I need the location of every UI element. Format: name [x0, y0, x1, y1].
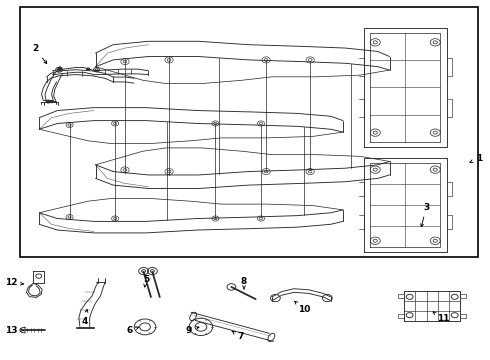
Text: 13: 13: [5, 325, 24, 335]
Text: 4: 4: [81, 310, 88, 325]
Text: 11: 11: [433, 312, 450, 323]
Text: 2: 2: [32, 44, 47, 64]
Text: 5: 5: [143, 274, 149, 287]
Bar: [20, 7, 478, 257]
Text: 10: 10: [295, 301, 310, 314]
Text: 6: 6: [127, 325, 139, 335]
Text: 3: 3: [421, 202, 429, 227]
Text: 1: 1: [470, 154, 482, 163]
Text: 7: 7: [232, 331, 244, 341]
Text: 9: 9: [185, 325, 199, 335]
Text: 8: 8: [241, 277, 247, 289]
Text: 12: 12: [5, 278, 24, 287]
